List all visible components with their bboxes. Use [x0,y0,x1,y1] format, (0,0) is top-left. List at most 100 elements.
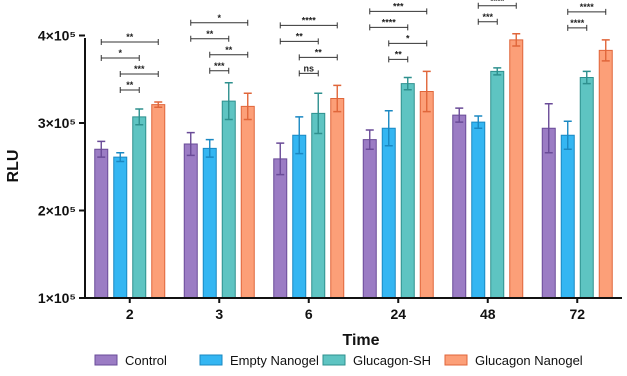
significance-bracket [369,8,428,15]
bar-control [452,114,467,299]
significance-bracket [190,19,249,26]
x-tick-label: 6 [305,306,313,322]
significance-label: ** [225,45,233,55]
legend-swatch [199,354,223,366]
error-bar [563,120,572,150]
significance-label: **** [580,2,595,12]
error-bar [474,115,483,129]
x-tick-label: 72 [569,306,585,322]
significance-bracket [279,38,319,45]
significance-label: *** [134,64,145,74]
significance-bracket [388,56,409,63]
y-tick-label: 3×10⁵ [38,115,76,131]
significance-label: ** [315,47,323,57]
error-bar [384,110,393,147]
bar-control [94,148,109,299]
significance-label: ** [206,29,214,39]
bar-empty-nanogel [560,134,575,299]
significance-bracket [100,39,159,45]
significance-bracket [119,87,140,93]
error-bar [224,82,233,121]
bar-glucagon-nanogel [419,91,434,299]
bar-control [183,143,198,299]
bar-control [362,139,377,299]
error-bar [365,129,374,150]
significance-label: **** [382,17,397,27]
error-bar [493,67,502,76]
x-tick-label: 2 [126,306,134,322]
x-axis-title: Time [342,332,379,349]
significance-label: ns [303,63,314,73]
significance-label: * [217,13,221,23]
x-tick-label: 3 [215,306,223,322]
significance-label: *** [393,1,404,11]
bar-empty-nanogel [292,134,307,299]
significance-bracket [209,67,230,74]
significance-bracket [298,70,319,77]
legend-label: Empty Nanogel [230,353,319,368]
significance-label: ** [126,32,134,42]
significance-label: ** [395,49,403,59]
bar-empty-nanogel [113,156,128,299]
significance-label: * [118,48,122,58]
significance-bracket [100,55,140,61]
significance-bracket [119,71,159,77]
bar-glucagon-sh [490,70,505,299]
error-bar [512,33,521,47]
significance-bracket [477,2,517,9]
y-tick-label: 1×10⁵ [38,290,76,306]
x-tick-label: 24 [390,306,406,322]
error-bar [403,76,412,91]
y-tick-label: 2×10⁵ [38,203,76,219]
bar-glucagon-sh [579,77,594,299]
significance-bracket [298,54,338,61]
significance-bracket [477,18,498,25]
bar-empty-nanogel [471,121,486,299]
bar-glucagon-nanogel [509,39,524,299]
significance-label: ** [126,80,134,90]
significance-label: **** [570,18,585,28]
error-bar [544,103,553,154]
significance-bracket [369,24,409,31]
error-bar [333,84,342,113]
significance-bracket [567,8,607,15]
bar-glucagon-nanogel [240,105,255,299]
significance-bracket [388,40,428,47]
error-bar [295,116,304,155]
legend-label: Glucagon-SH [353,353,431,368]
error-bar [314,92,323,135]
error-bar [422,70,431,113]
legend-swatch [444,354,468,366]
legend-label: Control [125,353,167,368]
bar-empty-nanogel [381,127,396,299]
significance-bracket [279,22,338,29]
significance-label: *** [214,61,225,71]
significance-label: **** [490,0,505,6]
legend-swatch [94,354,118,366]
legend-swatch [322,354,346,366]
significance-label: * [406,33,410,43]
error-bar [116,152,125,163]
error-bar [243,92,252,121]
bar-glucagon-sh [221,100,236,299]
bar-control [273,158,288,299]
error-bar [601,39,610,62]
significance-bracket [209,51,249,58]
bar-glucagon-nanogel [151,104,166,299]
error-bar [205,138,214,158]
bar-control [541,127,556,299]
significance-bracket [190,35,230,42]
error-bar [135,108,144,126]
significance-label: ** [296,31,304,41]
significance-bracket [567,24,588,31]
bar-glucagon-sh [400,83,415,299]
x-tick-label: 48 [480,306,496,322]
error-bar [276,142,285,176]
bar-empty-nanogel [202,147,217,299]
bar-glucagon-nanogel [598,49,613,299]
error-bar [582,70,591,85]
significance-label: **** [302,15,317,25]
bar-glucagon-sh [311,112,326,299]
error-bar [186,131,195,157]
